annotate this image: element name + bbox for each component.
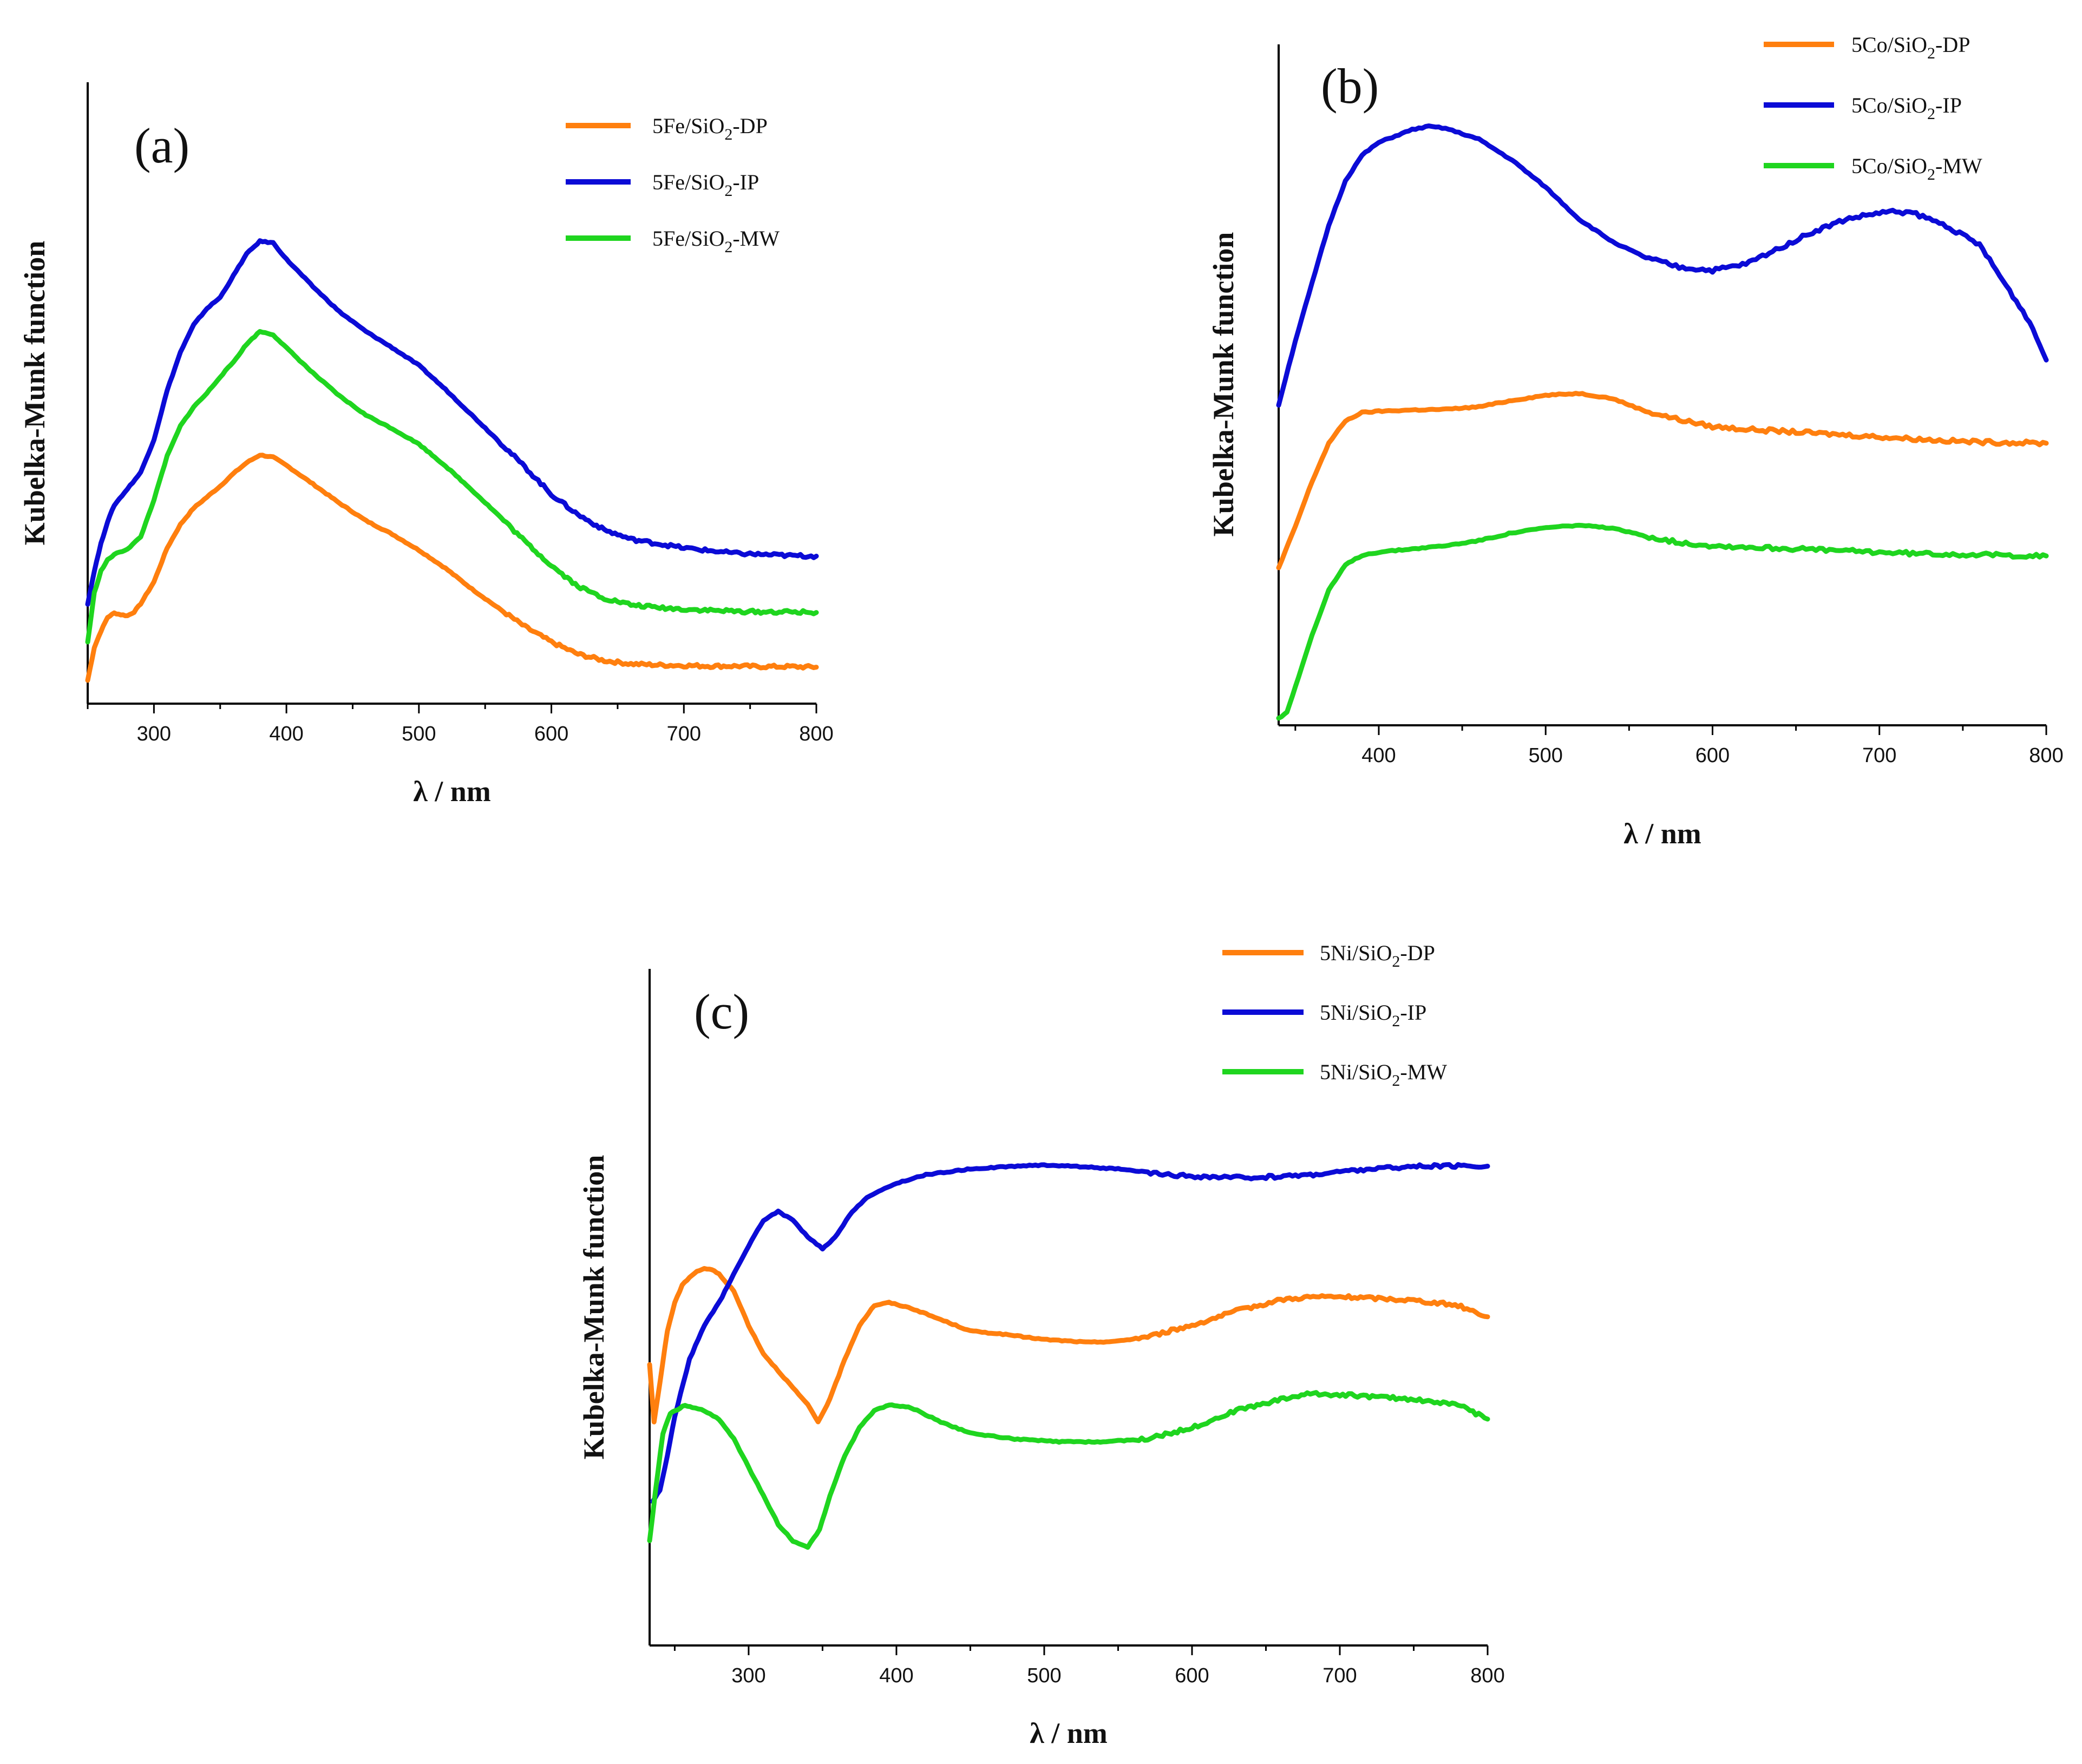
panel-label-c: (c) (694, 984, 749, 1039)
series-line-c-IP (650, 1162, 1490, 1504)
y-axis-label-c: Kubelka-Munk function (578, 1155, 610, 1460)
x-tick-label-c-600: 600 (1175, 1664, 1209, 1687)
legend-entry-a-DP: 5Fe/SiO2-DP (566, 114, 768, 143)
legend-label-c-IP: 5Ni/SiO2-IP (1320, 1000, 1426, 1030)
x-tick-label-a-700: 700 (667, 723, 701, 745)
legend-entry-a-MW: 5Fe/SiO2-MW (566, 226, 780, 256)
x-tick-label-c-300: 300 (731, 1664, 765, 1687)
series-line-b-DP (1276, 391, 2049, 570)
legend-entry-a-IP: 5Fe/SiO2-IP (566, 170, 759, 200)
legend-label-c-MW: 5Ni/SiO2-MW (1320, 1060, 1447, 1090)
legend-entry-c-MW: 5Ni/SiO2-MW (1222, 1060, 1447, 1090)
legend-label-a-DP: 5Fe/SiO2-DP (652, 114, 768, 143)
chart-panel-c: 300 400 500 600 700 800 λ / nm Kubelka-Munk fun… (578, 941, 1505, 1749)
x-axis-label-b: λ / nm (1623, 817, 1701, 850)
x-axis-label-c: λ / nm (1030, 1717, 1108, 1749)
series-line-b-MW (1276, 522, 2049, 721)
legend-entry-b-IP: 5Co/SiO2-IP (1764, 93, 1962, 123)
x-tick-label-a-800: 800 (799, 723, 833, 745)
x-tick-label-c-400: 400 (879, 1664, 913, 1687)
x-tick-label-b-400: 400 (1361, 744, 1396, 767)
legend-label-b-DP: 5Co/SiO2-DP (1851, 32, 1970, 62)
x-tick-label-a-500: 500 (402, 723, 436, 745)
x-tick-label-b-800: 800 (2029, 744, 2063, 767)
legend-entry-c-IP: 5Ni/SiO2-IP (1222, 1000, 1426, 1030)
x-tick-label-a-600: 600 (534, 723, 568, 745)
series-line-a-IP (85, 238, 819, 607)
series-line-a-MW (85, 329, 819, 645)
legend-label-c-DP: 5Ni/SiO2-DP (1320, 941, 1435, 970)
series-line-a-DP (85, 453, 819, 683)
x-axis-label-a: λ / nm (413, 775, 491, 808)
legend-entry-c-DP: 5Ni/SiO2-DP (1222, 941, 1435, 970)
chart-panel-b: 400 500 600 700 800 λ / nm Kubelka-Munk functi… (1207, 32, 2064, 850)
x-tick-label-c-500: 500 (1027, 1664, 1061, 1687)
panel-label-b: (b) (1321, 58, 1379, 114)
series-line-b-IP (1276, 123, 2049, 408)
series-line-c-DP (647, 1266, 1490, 1425)
series-line-c-MW (647, 1390, 1490, 1550)
legend-entry-b-MW: 5Co/SiO2-MW (1764, 154, 1982, 183)
y-axis-label-a: Kubelka-Munk function (18, 241, 51, 546)
x-tick-label-a-300: 300 (137, 723, 171, 745)
legend-label-b-MW: 5Co/SiO2-MW (1851, 154, 1982, 183)
legend-label-a-MW: 5Fe/SiO2-MW (652, 226, 780, 256)
legend-label-b-IP: 5Co/SiO2-IP (1851, 93, 1962, 123)
x-tick-label-c-700: 700 (1322, 1664, 1357, 1687)
x-tick-label-a-400: 400 (269, 723, 303, 745)
x-tick-label-c-800: 800 (1470, 1664, 1504, 1687)
x-tick-label-b-500: 500 (1529, 744, 1563, 767)
x-tick-label-b-600: 600 (1695, 744, 1730, 767)
chart-panel-a: 300 400 500 600 700 800 λ / nm Kubelka-Munk fun… (18, 82, 834, 808)
legend-entry-b-DP: 5Co/SiO2-DP (1764, 32, 1970, 62)
y-axis-label-b: Kubelka-Munk function (1207, 232, 1240, 537)
panel-label-a: (a) (134, 118, 189, 173)
legend-label-a-IP: 5Fe/SiO2-IP (652, 170, 759, 200)
x-tick-label-b-700: 700 (1862, 744, 1896, 767)
